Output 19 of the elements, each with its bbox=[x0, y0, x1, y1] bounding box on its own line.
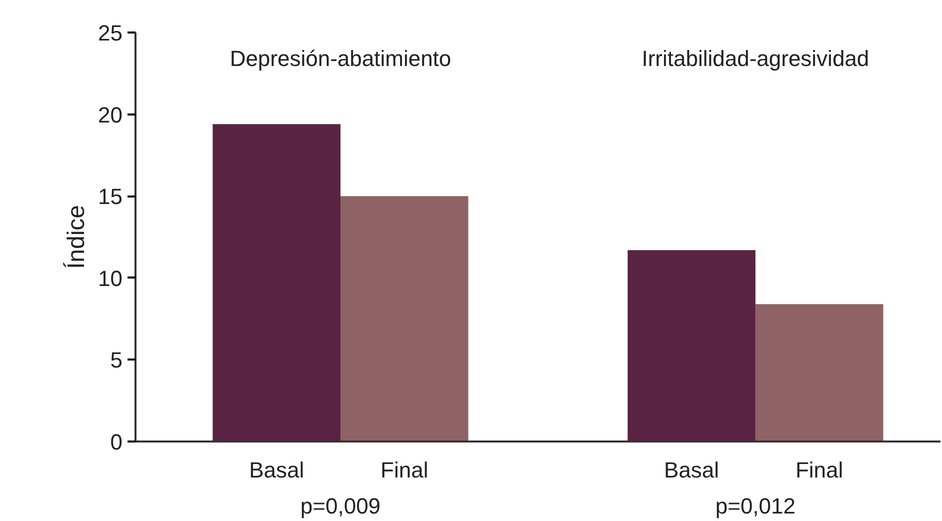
bar bbox=[628, 250, 756, 442]
x-tick-label: Irritabilidad-agresividad bbox=[642, 46, 870, 72]
bar bbox=[212, 124, 340, 442]
text: p=0,012 bbox=[715, 494, 796, 518]
series-label: Basal bbox=[249, 458, 304, 482]
text: Final bbox=[795, 458, 844, 482]
y-tick-label: 20 bbox=[98, 102, 123, 128]
y-axis-title: Índice bbox=[63, 204, 90, 270]
bar bbox=[755, 304, 884, 442]
y-tick-label: 5 bbox=[110, 348, 123, 373]
y-tick-label: 25 bbox=[98, 20, 123, 46]
y-tick-label: 15 bbox=[98, 184, 123, 210]
y-tick-label: 0 bbox=[110, 430, 123, 454]
bar bbox=[340, 196, 468, 442]
text: p=0,009 bbox=[300, 494, 381, 518]
series-label: Final bbox=[380, 458, 428, 482]
text: Basal bbox=[664, 458, 720, 482]
x-tick-label: Depresión-abatimiento bbox=[230, 46, 452, 72]
y-tick-label: 10 bbox=[98, 266, 123, 291]
